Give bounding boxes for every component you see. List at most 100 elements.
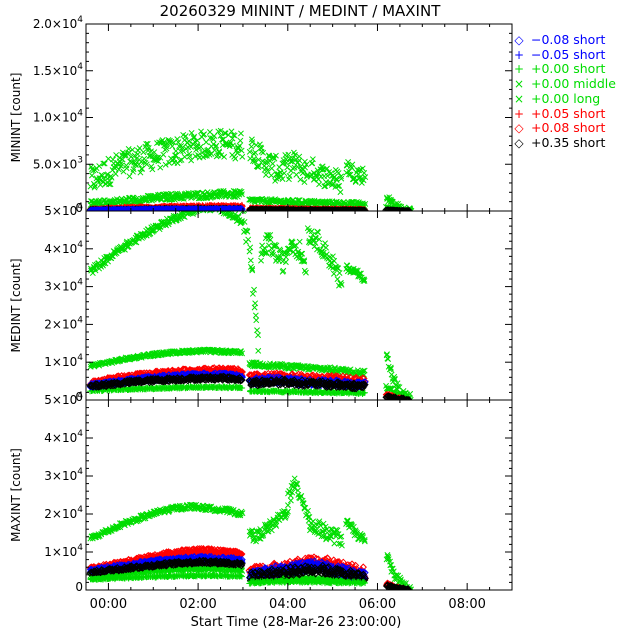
data-point bbox=[216, 148, 223, 155]
y-tick-label: 0 bbox=[75, 201, 83, 215]
data-point bbox=[335, 265, 342, 272]
data-point bbox=[320, 249, 327, 256]
data-point bbox=[123, 165, 130, 172]
data-point bbox=[186, 153, 193, 160]
data-point bbox=[145, 226, 152, 233]
data-point bbox=[271, 155, 278, 162]
data-point bbox=[137, 169, 144, 176]
data-point bbox=[247, 257, 254, 264]
data-point bbox=[241, 218, 248, 225]
data-point bbox=[88, 172, 95, 179]
data-point bbox=[404, 207, 412, 211]
data-point bbox=[309, 156, 316, 163]
data-point bbox=[333, 175, 340, 182]
data-point bbox=[155, 154, 162, 161]
data-point bbox=[281, 170, 288, 177]
data-point bbox=[268, 165, 275, 172]
data-point bbox=[308, 199, 315, 206]
data-point bbox=[387, 365, 394, 372]
data-point bbox=[127, 158, 134, 165]
data-point bbox=[262, 171, 269, 178]
data-point bbox=[262, 159, 269, 166]
data-point bbox=[336, 270, 343, 276]
data-point bbox=[301, 179, 308, 186]
data-point bbox=[281, 250, 288, 257]
data-point bbox=[254, 327, 261, 334]
data-point bbox=[188, 143, 194, 150]
data-point bbox=[218, 188, 225, 195]
data-point bbox=[129, 146, 136, 153]
data-point bbox=[230, 132, 237, 139]
data-point bbox=[245, 236, 252, 243]
data-point bbox=[90, 167, 97, 174]
data-point bbox=[337, 189, 344, 196]
data-point bbox=[360, 277, 367, 284]
y-axis-label: MININT [count] bbox=[9, 73, 23, 163]
data-point bbox=[201, 131, 208, 138]
data-point bbox=[301, 257, 308, 264]
data-point bbox=[115, 166, 122, 173]
data-point bbox=[286, 173, 293, 179]
data-point bbox=[139, 165, 146, 172]
data-point bbox=[217, 132, 224, 139]
data-point bbox=[253, 317, 260, 324]
data-point bbox=[236, 142, 243, 149]
y-tick-label: 5.0×103 bbox=[33, 155, 83, 171]
data-point bbox=[227, 139, 234, 146]
panel-data bbox=[86, 127, 415, 211]
data-point bbox=[194, 137, 201, 144]
data-point bbox=[246, 148, 253, 155]
data-point bbox=[361, 206, 369, 211]
data-point bbox=[308, 228, 315, 235]
data-point bbox=[165, 136, 172, 143]
data-point bbox=[301, 258, 308, 265]
data-point bbox=[109, 253, 115, 260]
data-point bbox=[140, 149, 147, 156]
data-point bbox=[128, 153, 135, 160]
data-point bbox=[105, 155, 112, 162]
data-point bbox=[349, 161, 356, 168]
data-point bbox=[182, 133, 189, 140]
data-point bbox=[101, 160, 108, 167]
data-point bbox=[231, 132, 238, 139]
data-point bbox=[280, 267, 287, 274]
data-point bbox=[91, 184, 98, 191]
data-point bbox=[176, 157, 183, 164]
data-point bbox=[267, 231, 274, 238]
data-point bbox=[334, 183, 341, 190]
data-point bbox=[260, 149, 267, 156]
data-point bbox=[143, 161, 150, 168]
data-point bbox=[249, 267, 256, 274]
data-point bbox=[295, 248, 302, 255]
data-point bbox=[172, 152, 178, 159]
data-point bbox=[230, 188, 237, 194]
data-point bbox=[163, 145, 170, 152]
data-point bbox=[131, 152, 138, 159]
data-point bbox=[271, 241, 278, 248]
data-point bbox=[337, 280, 344, 286]
data-point bbox=[237, 130, 244, 137]
data-point bbox=[359, 165, 366, 172]
data-point bbox=[157, 164, 164, 171]
series--0-08-short bbox=[86, 205, 246, 211]
data-point bbox=[221, 153, 228, 160]
data-point bbox=[100, 160, 107, 167]
data-point bbox=[361, 277, 368, 284]
data-point bbox=[181, 153, 188, 160]
data-point bbox=[149, 166, 156, 173]
series--0-00-long-upper-band- bbox=[87, 127, 414, 211]
data-point bbox=[255, 156, 262, 163]
data-point bbox=[283, 159, 290, 166]
data-point bbox=[316, 236, 323, 243]
data-point bbox=[345, 159, 352, 165]
panel-data bbox=[86, 211, 414, 400]
data-point bbox=[266, 152, 273, 159]
data-point bbox=[191, 211, 198, 215]
data-point bbox=[232, 155, 239, 162]
data-point bbox=[315, 229, 321, 236]
data-point bbox=[96, 163, 103, 169]
data-point bbox=[251, 286, 258, 293]
data-point bbox=[324, 165, 330, 172]
